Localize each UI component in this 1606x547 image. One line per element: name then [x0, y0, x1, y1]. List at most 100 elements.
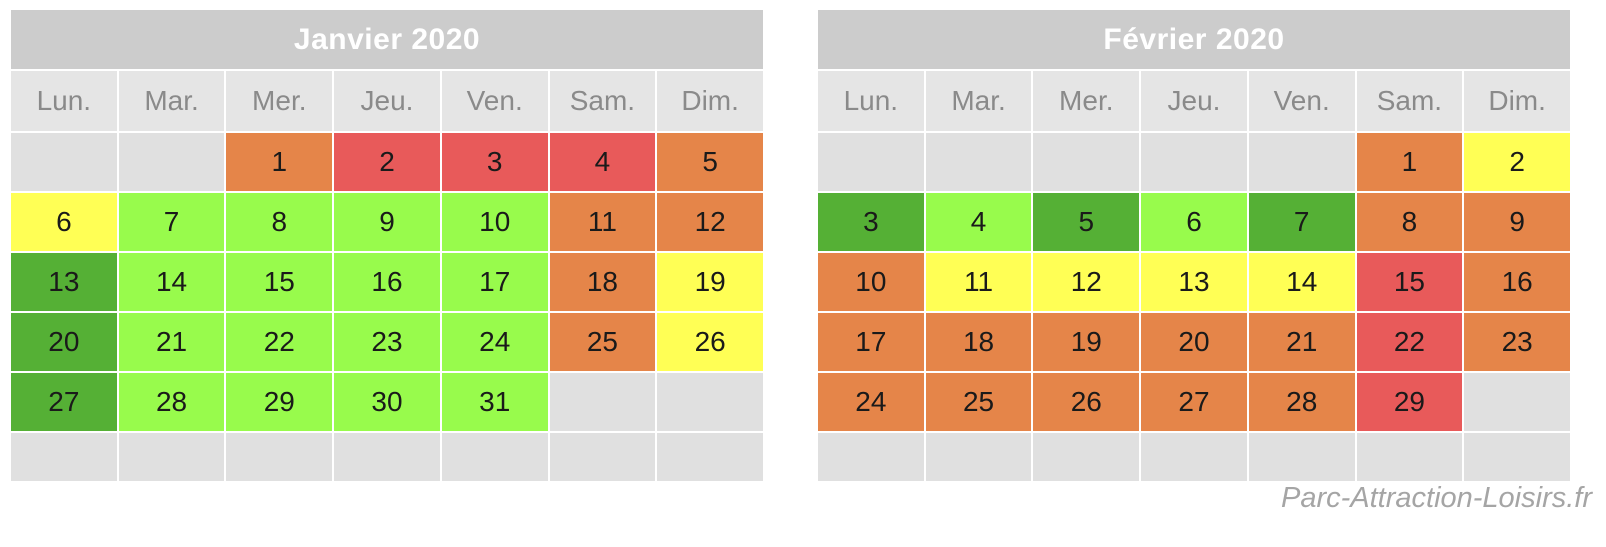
day-cell: 12 [1033, 253, 1140, 311]
day-cell: 5 [1033, 193, 1140, 251]
day-cell: 10 [441, 193, 548, 251]
empty-day-cell [1033, 433, 1140, 481]
empty-day-cell [818, 433, 924, 481]
empty-day-cell [441, 433, 548, 481]
day-cell: 11 [925, 253, 1032, 311]
empty-day-cell [1464, 373, 1570, 431]
day-cell: 1 [226, 133, 333, 191]
day-cell: 18 [925, 313, 1032, 371]
day-cell: 25 [549, 313, 656, 371]
calendar-title: Janvier 2020 [11, 10, 763, 69]
day-cell: 24 [441, 313, 548, 371]
day-cell: 28 [1248, 373, 1355, 431]
empty-day-cell [1141, 133, 1247, 191]
weekday-label: Dim. [657, 71, 763, 131]
day-cell: 9 [334, 193, 440, 251]
day-cell: 28 [118, 373, 225, 431]
day-cell: 8 [226, 193, 333, 251]
day-cell: 16 [1464, 253, 1570, 311]
day-cell: 20 [11, 313, 117, 371]
empty-day-cell [1033, 133, 1140, 191]
day-cell: 26 [657, 313, 763, 371]
weekday-label: Lun. [11, 71, 117, 131]
empty-day-cell [657, 373, 763, 431]
day-cell: 9 [1464, 193, 1570, 251]
day-cell: 6 [1141, 193, 1247, 251]
day-cell: 20 [1141, 313, 1247, 371]
day-cell: 26 [1033, 373, 1140, 431]
empty-day-cell [1141, 433, 1247, 481]
weekday-label: Dim. [1464, 71, 1570, 131]
weekday-header-row: Lun. Mar. Mer. Jeu. Ven. Sam. Dim. [11, 71, 763, 131]
empty-day-cell [549, 373, 656, 431]
day-cell: 17 [441, 253, 548, 311]
day-cell: 5 [657, 133, 763, 191]
empty-day-cell [334, 433, 440, 481]
empty-day-cell [1464, 433, 1570, 481]
day-cell: 27 [11, 373, 117, 431]
calendar-title: Février 2020 [818, 10, 1570, 69]
day-cell: 21 [118, 313, 225, 371]
empty-day-cell [118, 133, 225, 191]
day-cell: 27 [1141, 373, 1247, 431]
weekday-label: Jeu. [1141, 71, 1247, 131]
day-cell: 23 [1464, 313, 1570, 371]
day-cell: 15 [226, 253, 333, 311]
day-cell: 29 [226, 373, 333, 431]
day-cell: 19 [1033, 313, 1140, 371]
empty-day-cell [925, 133, 1032, 191]
day-cell: 6 [11, 193, 117, 251]
weekday-label: Mar. [925, 71, 1032, 131]
day-cell: 13 [1141, 253, 1247, 311]
empty-day-cell [657, 433, 763, 481]
empty-day-cell [11, 133, 117, 191]
day-cell: 29 [1356, 373, 1463, 431]
day-cell: 18 [549, 253, 656, 311]
day-cell: 7 [118, 193, 225, 251]
empty-day-cell [818, 133, 924, 191]
day-cell: 11 [549, 193, 656, 251]
day-cell: 16 [334, 253, 440, 311]
weekday-label: Mer. [1033, 71, 1140, 131]
day-cell: 13 [11, 253, 117, 311]
calendar-february: Février 2020 Lun. Mar. Mer. Jeu. Ven. Sa… [818, 10, 1570, 490]
day-cell: 24 [818, 373, 924, 431]
weekday-label: Ven. [1248, 71, 1355, 131]
empty-day-cell [1248, 433, 1355, 481]
days-grid: 1 2 3 4 5 6 7 8 9 10 11 12 13 14 15 16 17 18 19 20 21 22 23 24 2… [818, 133, 1570, 490]
day-cell: 3 [818, 193, 924, 251]
day-cell: 21 [1248, 313, 1355, 371]
day-cell: 10 [818, 253, 924, 311]
day-cell: 4 [925, 193, 1032, 251]
day-cell: 25 [925, 373, 1032, 431]
day-cell: 3 [441, 133, 548, 191]
day-cell: 4 [549, 133, 656, 191]
day-cell: 17 [818, 313, 924, 371]
weekday-label: Mer. [226, 71, 333, 131]
empty-day-cell [925, 433, 1032, 481]
day-cell: 14 [118, 253, 225, 311]
day-cell: 7 [1248, 193, 1355, 251]
day-cell: 22 [226, 313, 333, 371]
day-cell: 23 [334, 313, 440, 371]
weekday-label: Ven. [441, 71, 548, 131]
day-cell: 22 [1356, 313, 1463, 371]
day-cell: 8 [1356, 193, 1463, 251]
day-cell: 15 [1356, 253, 1463, 311]
day-cell: 12 [657, 193, 763, 251]
day-cell: 14 [1248, 253, 1355, 311]
weekday-label: Jeu. [334, 71, 440, 131]
empty-day-cell [11, 433, 117, 481]
empty-day-cell [1248, 133, 1355, 191]
empty-day-cell [118, 433, 225, 481]
day-cell: 1 [1356, 133, 1463, 191]
watermark-text: Parc-Attraction-Loisirs.fr [1280, 482, 1592, 514]
empty-day-cell [549, 433, 656, 481]
weekday-label: Sam. [549, 71, 656, 131]
weekday-label: Lun. [818, 71, 924, 131]
weekday-label: Sam. [1356, 71, 1463, 131]
day-cell: 31 [441, 373, 548, 431]
day-cell: 30 [334, 373, 440, 431]
day-cell: 2 [1464, 133, 1570, 191]
weekday-header-row: Lun. Mar. Mer. Jeu. Ven. Sam. Dim. [818, 71, 1570, 131]
